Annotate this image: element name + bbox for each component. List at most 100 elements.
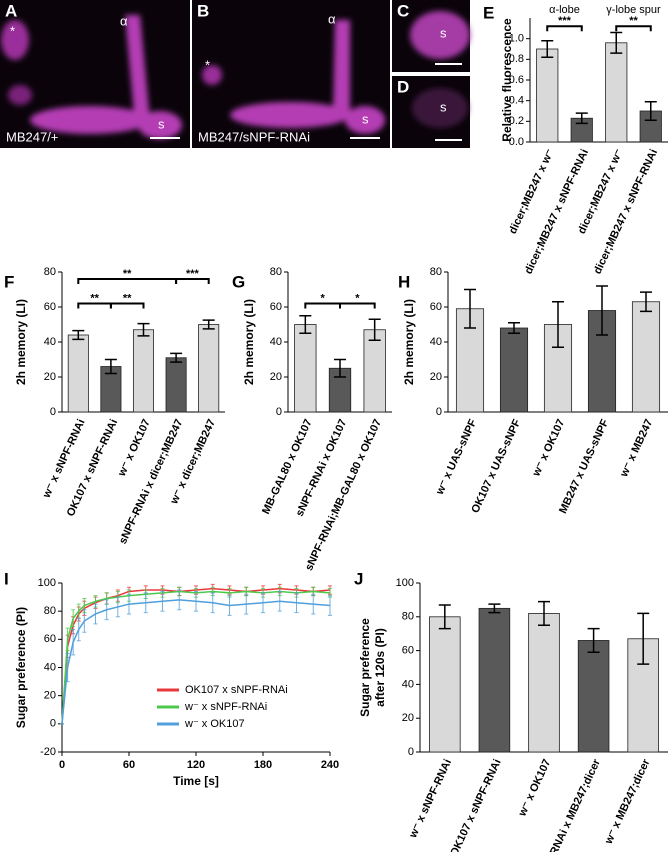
bar <box>478 607 511 753</box>
image-label: A <box>5 1 17 20</box>
annotation: * <box>10 23 15 38</box>
y-tick-label: 20 <box>44 371 56 383</box>
x-tick-label: w⁻ x OK107 <box>116 417 153 479</box>
x-tick-label: w⁻ x MB247;dicer <box>602 757 652 847</box>
bar <box>363 329 386 413</box>
y-tick-label: 80 <box>430 266 442 278</box>
bar <box>577 640 610 753</box>
y-tick-label: 20 <box>402 712 414 724</box>
significance-label: *** <box>558 15 572 27</box>
legend-label: w⁻ x sNPF-RNAi <box>184 701 267 713</box>
error-bar <box>438 604 451 630</box>
y-tick-label: 0.4 <box>509 95 524 107</box>
x-tick-label: dicer;MB247 x sNPF-RNAi <box>592 147 660 276</box>
error-bar <box>541 39 554 59</box>
y-tick-label: 60 <box>44 633 56 645</box>
significance-label: ** <box>123 268 132 280</box>
y-tick-label: 100 <box>396 577 414 589</box>
error-bar <box>610 31 623 54</box>
x-tick-label: w⁻ x OK107 <box>516 757 553 819</box>
x-tick-label: w⁻ x sNPF-RNAi <box>407 757 454 840</box>
x-tick-label: 120 <box>187 759 205 771</box>
y-tick-label: 0 <box>408 746 414 758</box>
error-bar <box>104 358 117 375</box>
image-label: B <box>197 1 209 20</box>
y-tick-label: 0 <box>50 406 56 418</box>
y-tick-label: 80 <box>44 266 56 278</box>
annotation: α <box>120 13 128 28</box>
y-tick-label: 1.0 <box>509 33 524 45</box>
y-tick-label: 60 <box>44 301 56 313</box>
error-bar <box>170 352 183 363</box>
y-tick-label: 100 <box>38 577 56 589</box>
bar <box>198 324 220 413</box>
x-tick-label: 60 <box>123 759 135 771</box>
bar <box>294 324 317 413</box>
x-tick-label: 180 <box>254 759 272 771</box>
y-axis-label: 2h memory (LI) <box>14 299 28 385</box>
error-bar <box>587 627 600 654</box>
x-tick-label: MB247 x UAS-sNPF <box>557 417 611 515</box>
significance-label: ** <box>90 292 99 304</box>
image-caption: MB247/sNPF-RNAi <box>198 129 310 144</box>
significance-bracket <box>339 302 376 309</box>
y-tick-label: 40 <box>44 336 56 348</box>
y-tick-label: 40 <box>430 336 442 348</box>
image-label: C <box>397 1 409 20</box>
y-tick-label: 80 <box>44 605 56 617</box>
significance-bracket <box>546 25 583 32</box>
y-tick-label: 0.8 <box>509 53 524 65</box>
error-bar <box>508 322 520 334</box>
error-bar <box>644 100 657 122</box>
panel-letter: F <box>4 272 14 291</box>
y-tick-label: 40 <box>270 336 282 348</box>
y-tick-label: -20 <box>40 746 56 758</box>
bar <box>536 48 559 143</box>
error-bar <box>637 612 650 665</box>
bar <box>455 308 485 413</box>
y-tick-label: 0 <box>276 406 282 418</box>
bar <box>165 357 187 413</box>
x-tick-label: w⁻ x UAS-sNPF <box>434 417 480 497</box>
panel-letter: E <box>483 3 494 22</box>
y-axis-label: 2h memory (LI) <box>402 299 416 385</box>
significance-label: * <box>355 292 360 304</box>
y-tick-label: 20 <box>430 371 442 383</box>
x-tick-label: OK107 x UAS-sNPF <box>469 417 523 515</box>
panel-letter: J <box>354 569 363 588</box>
bar <box>528 613 560 753</box>
y-tick-label: 60 <box>270 301 282 313</box>
series-line <box>61 599 331 724</box>
y-tick-label: 80 <box>270 266 282 278</box>
legend-label: w⁻ x OK107 <box>184 718 245 730</box>
bar <box>499 327 529 413</box>
panel-letter: G <box>232 272 245 291</box>
x-tick-label: OK107 x sNPF-RNAi <box>448 757 504 852</box>
annotation: s <box>362 111 369 126</box>
image-d: D s <box>392 76 470 148</box>
x-tick-label: sNPF-RNAi x dicer;MB247 <box>117 417 185 546</box>
error-bar <box>575 112 588 125</box>
image-c: C s <box>392 0 470 72</box>
y-tick-label: 40 <box>402 678 414 690</box>
x-tick-label: dicer;MB247 x sNPF-RNAi <box>523 147 591 276</box>
x-tick-label: 240 <box>321 759 339 771</box>
significance-label: *** <box>186 268 200 280</box>
annotation: s <box>440 99 447 114</box>
significance-bracket <box>615 25 652 32</box>
y-axis-label: Sugar preference <box>358 618 372 717</box>
group-label: α-lobe <box>549 4 580 16</box>
significance-label: ** <box>629 15 638 27</box>
y-tick-label: 0 <box>436 406 442 418</box>
y-axis-label: Relative fluorescence <box>500 18 514 142</box>
annotation: s <box>158 116 165 131</box>
y-tick-label: 40 <box>44 661 56 673</box>
error-bar <box>596 285 608 336</box>
significance-label: * <box>321 292 326 304</box>
x-axis-label: Time [s] <box>173 774 219 788</box>
bar <box>132 329 155 413</box>
panel-letter: I <box>4 569 9 588</box>
image-b: B * α s MB247/sNPF-RNAi <box>192 0 390 148</box>
error-bar <box>640 291 652 313</box>
